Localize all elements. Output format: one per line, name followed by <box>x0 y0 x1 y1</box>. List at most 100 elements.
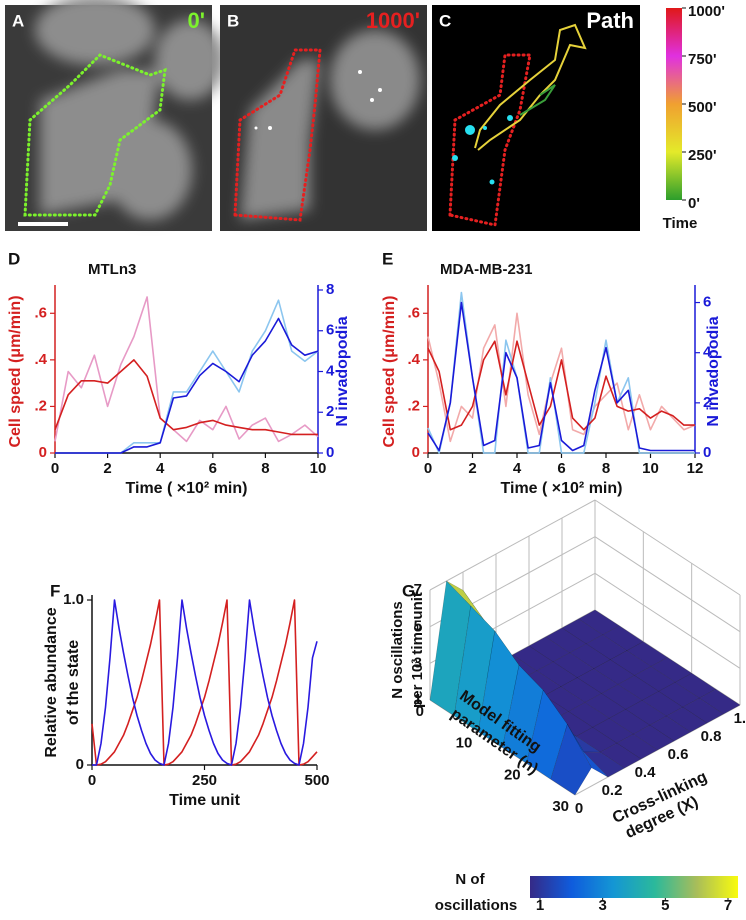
x-tick-label: 2 <box>103 460 111 477</box>
colorbar-title: Time <box>663 215 698 232</box>
x-tick-label: 12 <box>687 460 704 477</box>
colorbar-tick-label: 3 <box>598 897 606 914</box>
colorbar-tick-label: 750' <box>688 51 717 68</box>
y2-axis-label: N invadopodia <box>705 316 722 426</box>
z-axis-label: per 10³ time unit <box>409 592 426 708</box>
colorbar-tick-label: 7 <box>724 897 732 914</box>
surface-patch <box>567 724 609 778</box>
panel-label: F <box>50 581 60 600</box>
y-tick-label: 0 <box>412 444 420 461</box>
y2-tick-label: 6 <box>326 322 334 339</box>
grid-line <box>594 536 741 633</box>
x-tick-label: 1.0 <box>734 710 746 727</box>
x-tick-label: 0 <box>575 800 583 817</box>
colorbar-tick-label: 250' <box>688 147 717 164</box>
time-label: 0' <box>188 8 205 33</box>
series-line <box>55 317 319 454</box>
y-tick-label: .6 <box>407 304 420 321</box>
x-tick-label: 2 <box>468 460 476 477</box>
surface-patch <box>649 715 691 742</box>
y-tick-label: 1.0 <box>63 591 84 608</box>
grid-line <box>594 572 741 669</box>
series-line <box>55 299 319 454</box>
oscillation-colorbar <box>530 876 738 898</box>
colorbar-tick-label: 1000' <box>688 3 725 20</box>
y-tick-label: 0 <box>416 703 424 720</box>
y2-tick-label: 0 <box>326 444 334 461</box>
series-line <box>92 599 318 766</box>
y-tick-label: 20 <box>504 766 521 783</box>
x-tick-label: 8 <box>261 460 269 477</box>
surface-patch <box>550 723 592 796</box>
y2-tick-label: 8 <box>326 281 334 298</box>
x-axis-label: Time unit <box>169 792 240 809</box>
x-tick-label: 10 <box>642 460 659 477</box>
y-tick-label: .4 <box>407 351 420 368</box>
surface-patch <box>682 697 724 724</box>
series-line <box>427 312 696 443</box>
z-tick-label: 5 <box>414 618 422 635</box>
y-axis-label: of the state <box>65 640 82 725</box>
series-line <box>427 301 695 452</box>
series-line <box>91 599 318 766</box>
colorbar-label: oscillations <box>435 897 518 914</box>
x-tick-label: 8 <box>602 460 610 477</box>
z-axis-label: N oscillations <box>389 601 406 699</box>
y2-tick-label: 4 <box>326 362 335 379</box>
micrograph-a <box>5 0 225 231</box>
time-label: 1000' <box>366 8 420 33</box>
colorbar-label: N of <box>455 871 485 888</box>
x-tick-label: 6 <box>209 460 217 477</box>
y-tick-label: 0 <box>76 756 84 773</box>
y2-axis-label: N invadopodia <box>334 316 351 426</box>
colorbar-tick-label: 1 <box>536 897 544 914</box>
series-line <box>54 296 319 443</box>
x-tick-label: 0.4 <box>635 764 657 781</box>
time-colorbar <box>666 8 682 200</box>
panel-label: B <box>227 11 239 30</box>
colorbar-tick-label: 5 <box>661 897 669 914</box>
surface-patch <box>599 742 642 769</box>
surface-patch <box>583 751 625 778</box>
x-axis-label: Time ( ×10² min) <box>126 480 248 497</box>
grid-line <box>429 499 596 591</box>
x-axis-label: Time ( ×10² min) <box>501 480 623 497</box>
x-tick-label: 0.2 <box>602 782 623 799</box>
x-tick-label: 0 <box>51 460 59 477</box>
image-title: Path <box>586 8 634 33</box>
y2-tick-label: 4 <box>703 344 712 361</box>
y-tick-label: .2 <box>407 397 420 414</box>
y-axis-label: Cell speed (μm/min) <box>7 295 24 447</box>
x-tick-label: 500 <box>304 772 329 789</box>
y-tick-label: .4 <box>34 351 47 368</box>
panel-label: D <box>8 249 20 268</box>
colorbar-tick-label: 0' <box>688 195 700 212</box>
chart-title: MTLn3 <box>88 261 136 278</box>
y-tick-label: .6 <box>34 304 47 321</box>
y-tick-label: 0 <box>39 444 47 461</box>
x-tick-label: 0 <box>88 772 96 789</box>
y2-tick-label: 0 <box>703 444 711 461</box>
y-tick-label: .2 <box>34 397 47 414</box>
surface-patch <box>698 688 741 715</box>
y-tick-label: 30 <box>552 798 569 815</box>
colorbar-tick-label: 500' <box>688 99 717 116</box>
micrograph-b <box>220 5 427 231</box>
x-tick-label: 250 <box>192 772 217 789</box>
z-tick-label: 3 <box>414 654 422 671</box>
x-tick-label: 10 <box>310 460 327 477</box>
x-tick-label: 0.6 <box>668 746 689 763</box>
y2-tick-label: 6 <box>703 294 711 311</box>
panel-label: C <box>439 11 451 30</box>
surface-patch <box>616 733 658 760</box>
series-line <box>427 291 695 454</box>
surface-patch <box>665 706 708 733</box>
z-tick-label: 1 <box>414 691 422 708</box>
y-tick-label: 10 <box>456 735 473 752</box>
y2-tick-label: 2 <box>703 394 711 411</box>
y-axis-label: Relative abundance <box>43 607 60 757</box>
x-tick-label: 4 <box>156 460 165 477</box>
x-tick-label: 6 <box>557 460 565 477</box>
z-tick-label: 7 <box>414 581 422 598</box>
